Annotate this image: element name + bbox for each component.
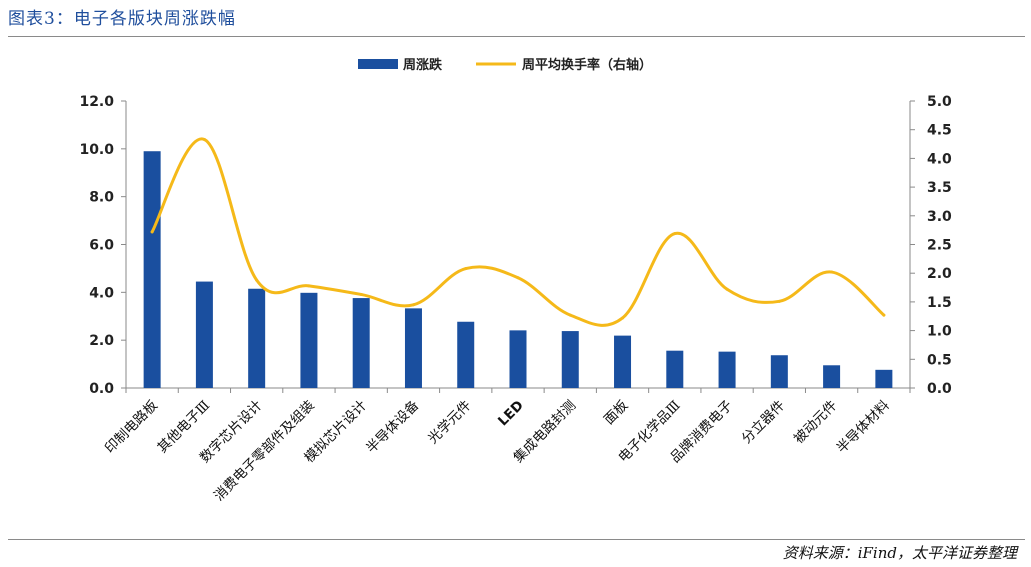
legend-bar-label: 周涨跌 bbox=[403, 57, 443, 73]
line-point bbox=[516, 276, 520, 280]
y-left-tick-label: 8.0 bbox=[89, 190, 114, 206]
y-left-tick-label: 6.0 bbox=[89, 238, 114, 254]
category-label: 半导体设备 bbox=[363, 396, 423, 456]
bar bbox=[614, 335, 632, 388]
y-left-tick-label: 4.0 bbox=[89, 285, 114, 301]
line-point bbox=[255, 278, 259, 282]
line-point bbox=[464, 267, 468, 271]
y-right-tick-label: 4.5 bbox=[927, 123, 952, 139]
y-right-tick-label: 2.0 bbox=[927, 266, 952, 282]
bar bbox=[509, 330, 527, 388]
y-right-tick-label: 0.5 bbox=[927, 352, 952, 368]
y-left-tick-label: 0.0 bbox=[89, 381, 114, 397]
bar bbox=[561, 331, 579, 388]
footer-divider bbox=[8, 539, 1025, 540]
chart: 周涨跌 周平均换手率（右轴） 0.0 2.0 4.0 6.0 8.0 10.0 12.0 0.… bbox=[79, 57, 952, 504]
turnover-line-path bbox=[150, 137, 886, 327]
category-label: 面板 bbox=[601, 397, 632, 428]
bar bbox=[666, 350, 684, 388]
line-point bbox=[725, 287, 729, 291]
y-right-tick-label: 5.0 bbox=[927, 94, 952, 110]
bar bbox=[300, 292, 318, 388]
line-point bbox=[202, 137, 206, 141]
category-label: 消费电子零部件及组装 bbox=[211, 398, 318, 505]
category-label: 光学元件 bbox=[425, 398, 474, 447]
legend: 周涨跌 周平均换手率（右轴） bbox=[358, 57, 652, 73]
bars bbox=[143, 151, 893, 388]
y-right-tick-label: 3.5 bbox=[927, 180, 952, 196]
bar bbox=[143, 151, 161, 388]
source-note: 资料来源：iFind，太平洋证券整理 bbox=[782, 544, 1017, 562]
legend-bar-swatch bbox=[358, 59, 398, 69]
line-point bbox=[621, 316, 625, 320]
category-label: 印制电路板 bbox=[102, 397, 161, 456]
y-right-tick-label: 2.5 bbox=[927, 238, 952, 254]
category-label: 被动元件 bbox=[791, 398, 840, 447]
y-right-tick-label: 1.5 bbox=[927, 295, 952, 311]
y-left-tick-label: 2.0 bbox=[89, 333, 114, 349]
line-point bbox=[150, 230, 154, 234]
category-label: LED bbox=[495, 398, 527, 430]
bar bbox=[823, 365, 841, 388]
y-right-tick-label: 3.0 bbox=[927, 209, 952, 225]
page-title: 图表3：电子各版块周涨跌幅 bbox=[8, 9, 236, 29]
bar bbox=[770, 355, 788, 388]
legend-line-label: 周平均换手率（右轴） bbox=[522, 57, 652, 73]
line-point bbox=[882, 313, 886, 317]
bar bbox=[404, 308, 422, 388]
category-label: 半导体材料 bbox=[834, 397, 893, 456]
bar bbox=[195, 281, 213, 388]
bar bbox=[875, 369, 893, 388]
line-point bbox=[777, 299, 781, 303]
y-right-tick-label: 0.0 bbox=[927, 381, 952, 397]
line-point bbox=[568, 313, 572, 317]
line-point bbox=[673, 232, 677, 236]
turnover-line bbox=[150, 137, 886, 327]
line-point bbox=[307, 284, 311, 288]
bar bbox=[352, 298, 370, 388]
y-left-tick-label: 10.0 bbox=[79, 142, 114, 158]
category-label: 分立器件 bbox=[739, 398, 788, 447]
line-point bbox=[359, 292, 363, 296]
header-divider bbox=[8, 36, 1025, 37]
bar bbox=[457, 321, 475, 388]
line-point bbox=[411, 303, 415, 307]
bar bbox=[248, 288, 266, 388]
y-right-tick-label: 1.0 bbox=[927, 324, 952, 340]
y-left-tick-label: 12.0 bbox=[79, 94, 114, 110]
line-point bbox=[830, 270, 834, 274]
y-right-tick-label: 4.0 bbox=[927, 151, 952, 167]
bar bbox=[718, 351, 736, 388]
